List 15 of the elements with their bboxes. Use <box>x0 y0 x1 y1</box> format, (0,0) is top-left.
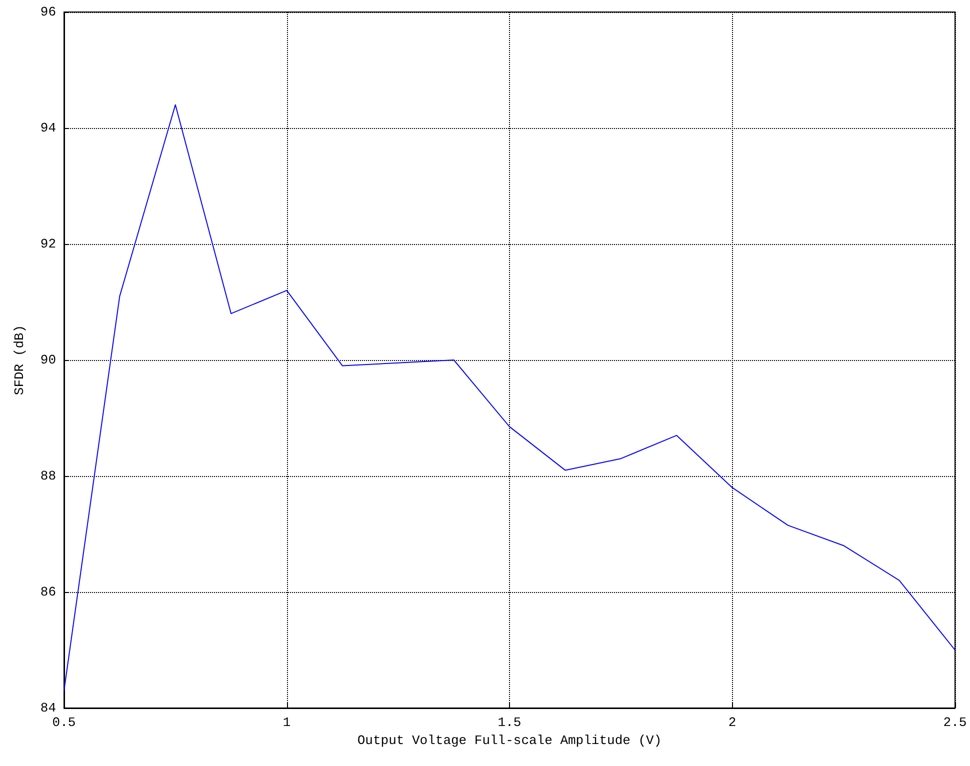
y-tick-label: 92 <box>40 236 56 252</box>
x-tick-label: 0.5 <box>52 715 76 730</box>
x-tick-label: 2 <box>728 715 736 730</box>
y-tick-label: 86 <box>40 584 56 600</box>
y-tick-label: 96 <box>40 4 56 20</box>
y-tick-label: 90 <box>40 352 56 368</box>
y-axis-title: SFDR (dB) <box>12 324 27 396</box>
y-tick-label: 88 <box>40 468 56 484</box>
x-axis-title: Output Voltage Full-scale Amplitude (V) <box>357 733 662 748</box>
x-tick-label: 1.5 <box>498 715 522 730</box>
x-tick-label: 1 <box>282 715 291 730</box>
line-series <box>64 104 956 692</box>
y-tick-label: 84 <box>40 700 56 716</box>
y-tick-label: 94 <box>40 120 56 136</box>
x-tick-label: 2.5 <box>943 715 967 730</box>
